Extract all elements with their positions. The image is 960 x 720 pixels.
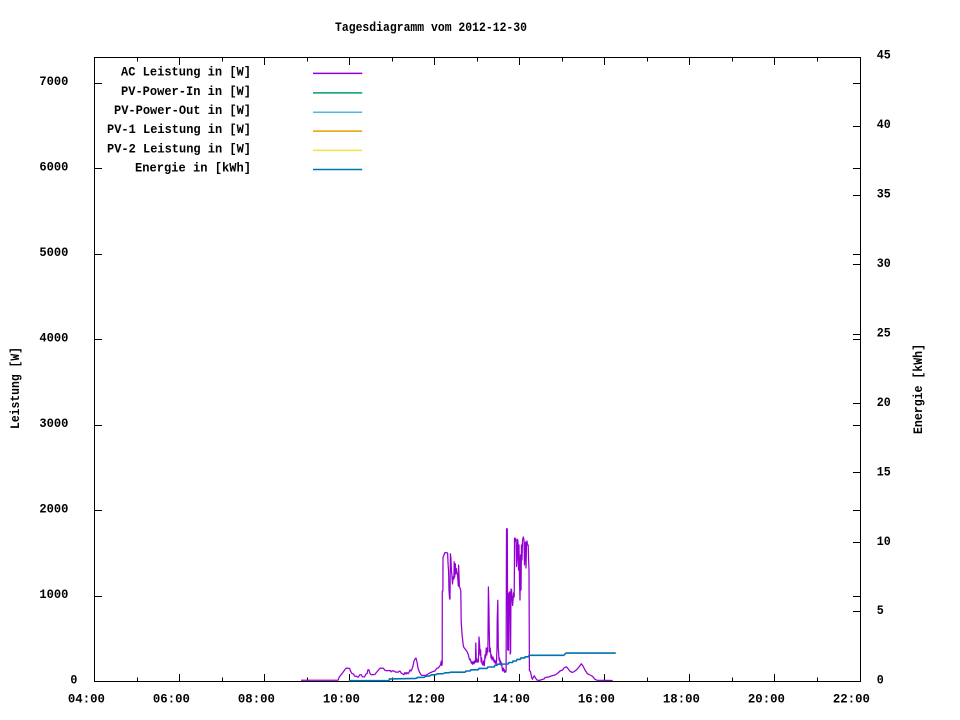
svg-text:15: 15: [877, 464, 891, 479]
svg-text:6000: 6000: [39, 160, 68, 175]
svg-text:PV-Power-In in [W]: PV-Power-In in [W]: [121, 84, 251, 99]
svg-text:20:00: 20:00: [748, 692, 785, 707]
svg-text:20: 20: [877, 395, 891, 410]
svg-text:16:00: 16:00: [578, 692, 615, 707]
svg-text:5000: 5000: [39, 245, 68, 260]
svg-text:0: 0: [877, 673, 884, 688]
svg-text:06:00: 06:00: [153, 692, 190, 707]
svg-text:30: 30: [877, 256, 891, 271]
svg-text:35: 35: [877, 187, 891, 202]
svg-text:22:00: 22:00: [833, 692, 870, 707]
svg-text:PV-1 Leistung in [W]: PV-1 Leistung in [W]: [107, 122, 251, 137]
svg-text:Energie in [kWh]: Energie in [kWh]: [135, 160, 251, 175]
svg-text:4000: 4000: [39, 331, 68, 346]
svg-text:10:00: 10:00: [323, 692, 360, 707]
svg-text:Energie [kWh]: Energie [kWh]: [911, 344, 926, 434]
svg-text:14:00: 14:00: [493, 692, 530, 707]
svg-text:3000: 3000: [39, 416, 68, 431]
svg-text:12:00: 12:00: [408, 692, 445, 707]
svg-text:7000: 7000: [39, 74, 68, 89]
svg-text:5: 5: [877, 603, 884, 618]
svg-text:08:00: 08:00: [238, 692, 275, 707]
svg-text:25: 25: [877, 325, 891, 340]
svg-text:PV-2 Leistung in [W]: PV-2 Leistung in [W]: [107, 141, 251, 156]
svg-text:18:00: 18:00: [663, 692, 700, 707]
svg-text:2000: 2000: [39, 502, 68, 517]
svg-text:1000: 1000: [39, 587, 68, 602]
svg-text:PV-Power-Out in [W]: PV-Power-Out in [W]: [114, 103, 251, 118]
svg-text:AC Leistung in [W]: AC Leistung in [W]: [121, 64, 251, 79]
svg-text:40: 40: [877, 117, 891, 132]
svg-text:Leistung [W]: Leistung [W]: [8, 347, 23, 429]
svg-text:0: 0: [70, 673, 77, 688]
svg-text:04:00: 04:00: [68, 692, 105, 707]
svg-text:10: 10: [877, 534, 891, 549]
svg-text:Tagesdiagramm vom 2012-12-30: Tagesdiagramm vom 2012-12-30: [335, 20, 527, 35]
svg-text:45: 45: [877, 48, 891, 63]
